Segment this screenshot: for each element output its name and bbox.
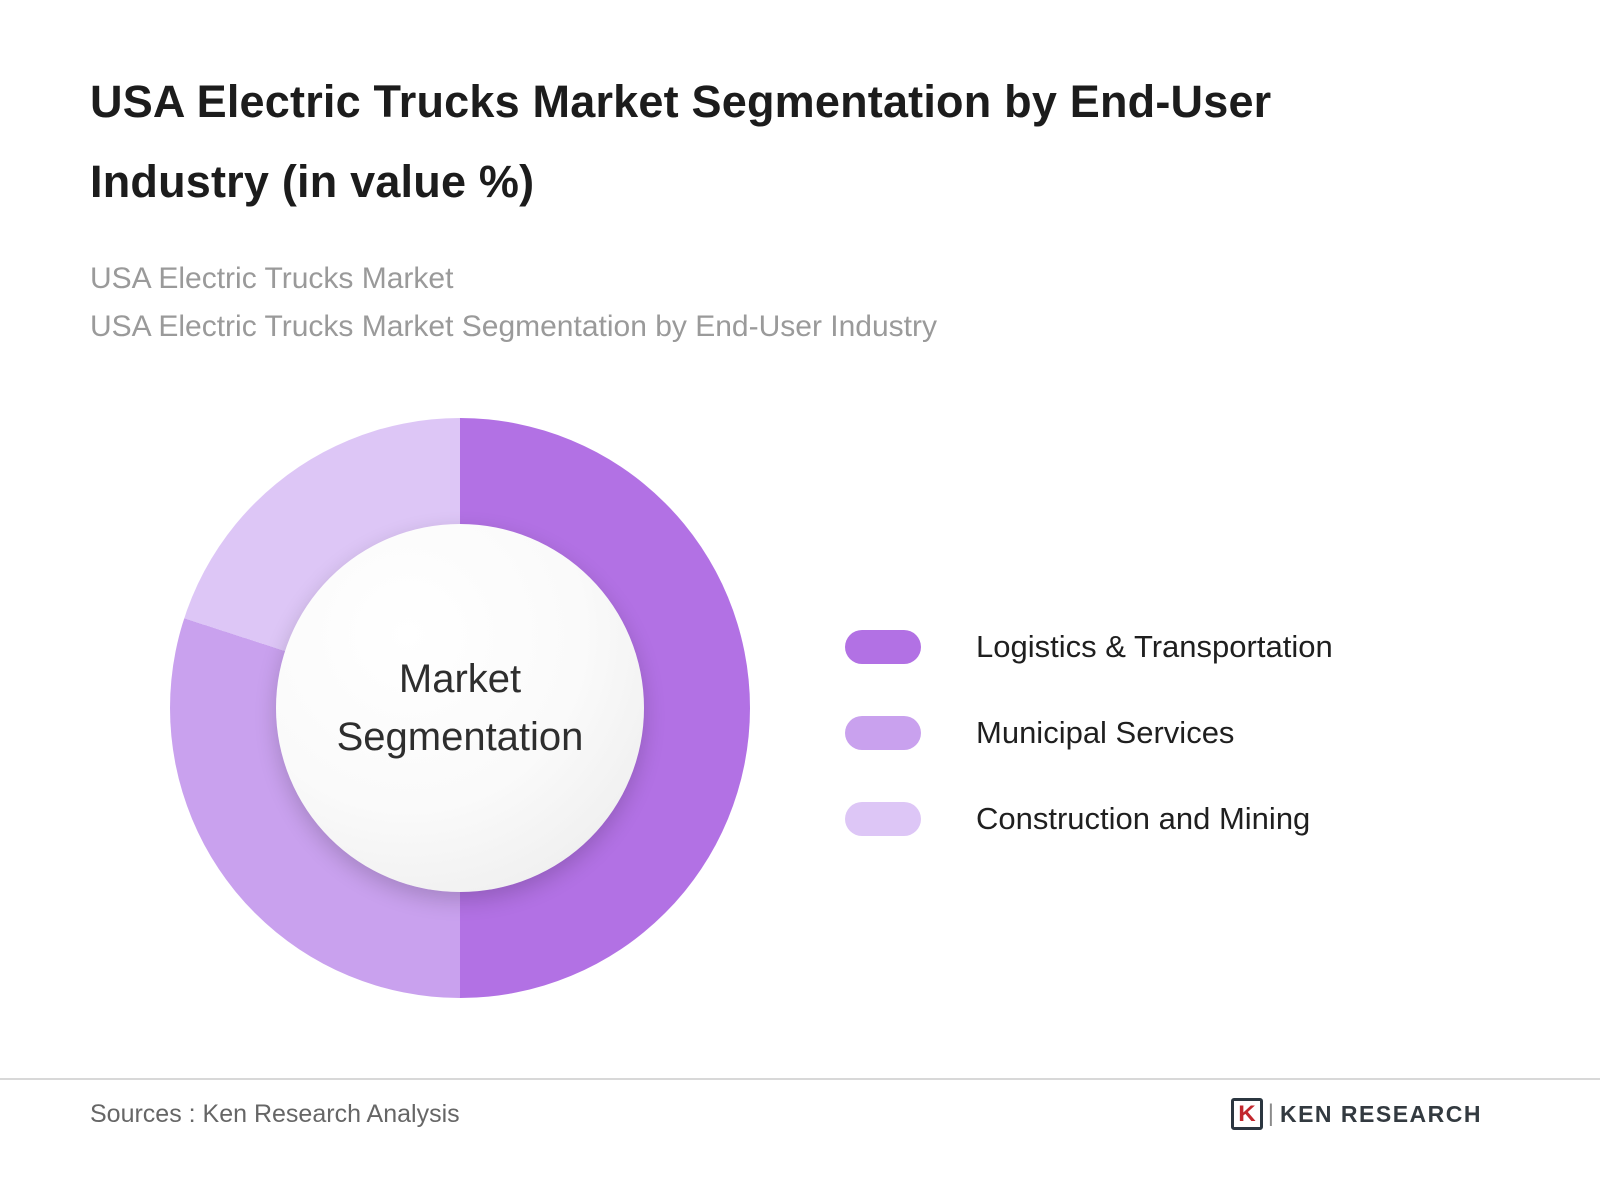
ken-research-logo-icon: K: [1230, 1098, 1263, 1130]
source-text: Sources : Ken Research Analysis: [90, 1100, 460, 1128]
donut-center-label: Market Segmentation: [336, 657, 584, 759]
subtitle-line-2: USA Electric Trucks Market Segmentation …: [90, 310, 937, 343]
donut-chart: Market Segmentation: [170, 418, 750, 998]
subtitle-block: USA Electric Trucks Market USA Electric …: [90, 255, 1390, 351]
legend-label-logistics: Logistics & Transportation: [976, 629, 1333, 664]
page-title: USA Electric Trucks Market Segmentation …: [90, 76, 1272, 207]
ken-research-logo: K | KEN RESEARCH: [1230, 1098, 1482, 1130]
logo-letter: K: [1237, 1101, 1256, 1126]
chart-legend: Logistics & Transportation Municipal Ser…: [845, 628, 1333, 886]
logo-separator: |: [1267, 1100, 1274, 1127]
footer-divider: [0, 1078, 1600, 1080]
legend-swatch-municipal: [845, 716, 921, 750]
legend-item-logistics: Logistics & Transportation: [845, 628, 1333, 666]
legend-label-construction: Construction and Mining: [976, 801, 1311, 836]
legend-item-municipal: Municipal Services: [845, 714, 1333, 752]
legend-label-municipal: Municipal Services: [976, 715, 1235, 750]
subtitle-line-1: USA Electric Trucks Market: [90, 262, 454, 295]
legend-item-construction: Construction and Mining: [845, 800, 1333, 838]
legend-swatch-construction: [845, 802, 921, 836]
logo-text: KEN RESEARCH: [1279, 1100, 1482, 1127]
legend-swatch-logistics: [845, 630, 921, 664]
donut-center: Market Segmentation: [276, 524, 644, 892]
